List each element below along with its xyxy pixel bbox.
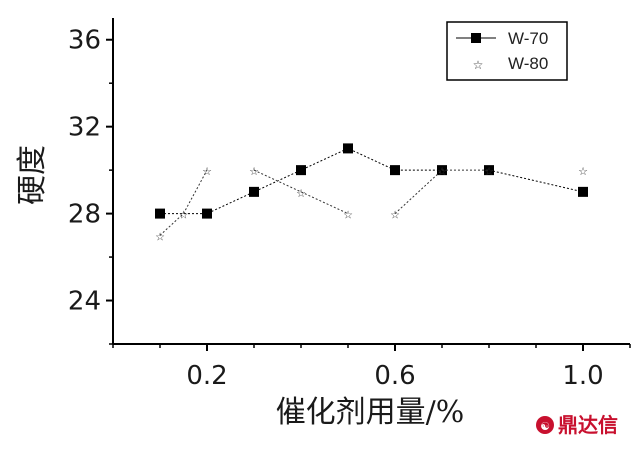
series-layer: ☆ ☆ ☆ ☆ ☆ ☆ ☆ ☆ ☆ ☆ [155,143,588,243]
data-point: ☆ [437,165,447,178]
data-point [578,186,588,197]
legend-marker-w70 [471,33,481,43]
data-point: ☆ [343,209,353,222]
data-point [343,143,353,154]
ticks: 24 28 32 36 0.2 0.6 1.0 [68,26,631,391]
legend-box [446,21,568,81]
data-point: ☆ [249,165,259,178]
x-axis-title: 催化剂用量/% [276,395,465,430]
data-point [484,165,494,176]
x-tick-label: 0.2 [186,361,227,391]
data-point: ☆ [390,209,400,222]
data-point: ☆ [179,209,189,222]
legend: W-70 ☆ W-80 [446,21,568,81]
data-point [155,208,165,219]
legend-marker-w80: ☆ [473,58,484,72]
series-line [253,169,349,215]
x-tick-label: 1.0 [562,361,603,391]
watermark-logo-glyph: ☯ [540,420,550,433]
y-axis-title: 硬度 [15,145,50,205]
data-point [296,165,306,176]
series-line [394,169,489,214]
data-point [202,208,212,219]
data-point: ☆ [296,187,306,200]
x-tick-label: 0.6 [374,361,415,391]
series-W-70 [155,143,588,219]
series-line [488,169,584,193]
y-tick-label: 24 [68,287,101,317]
series-line [160,147,442,215]
data-point: ☆ [202,165,212,178]
watermark-logo-icon [536,416,554,434]
y-tick-label: 36 [68,26,101,56]
watermark: ☯ 鼎达信 [536,413,618,437]
legend-label-w80: W-80 [508,54,548,73]
watermark-text: 鼎达信 [558,413,618,437]
y-tick-label: 32 [68,113,101,143]
data-point: ☆ [155,230,165,243]
data-point [390,165,400,176]
data-point: ☆ [484,165,494,178]
series-W-80: ☆ ☆ ☆ ☆ ☆ ☆ ☆ ☆ ☆ ☆ [155,165,588,243]
data-point: ☆ [578,165,588,178]
axes [112,18,630,345]
data-point [249,186,259,197]
y-tick-label: 28 [68,200,101,230]
series-line [159,169,208,236]
legend-label-w70: W-70 [508,29,548,48]
